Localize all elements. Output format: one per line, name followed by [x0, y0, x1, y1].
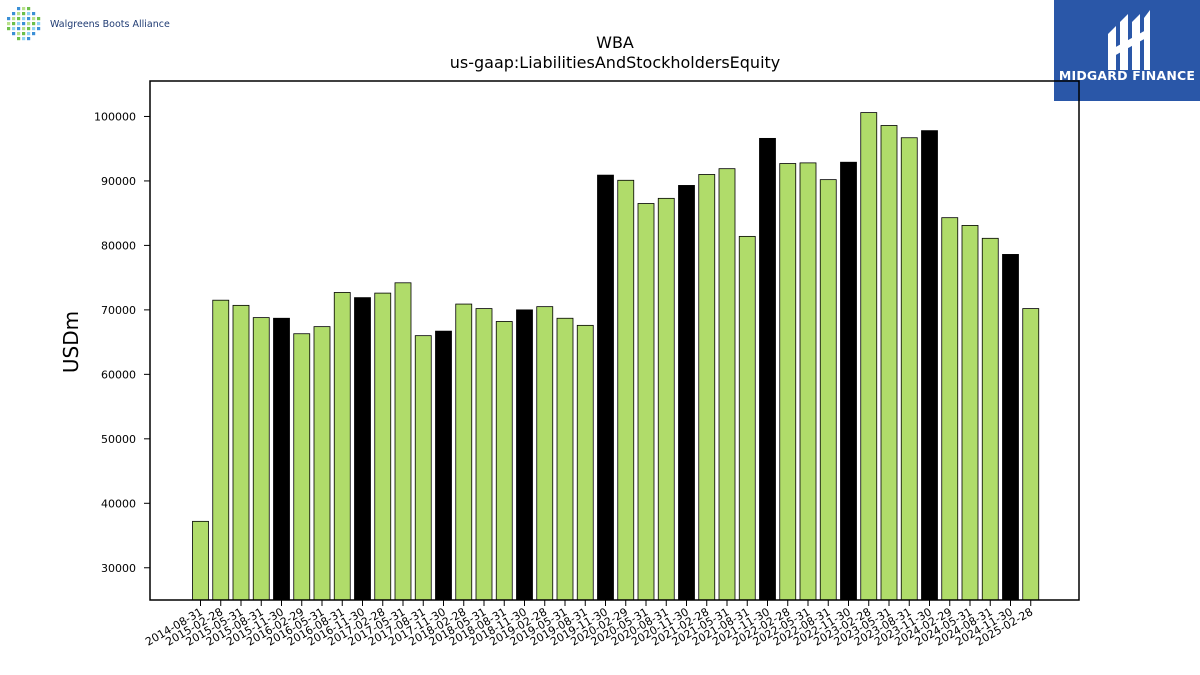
bar-2021-02-28 [698, 174, 716, 601]
bar-2023-02-28 [860, 112, 878, 601]
y-axis-ticks: 30000 40000 50000 60000 70000 80000 90000 10000… [94, 110, 150, 575]
bar-2017-11-30 [435, 330, 452, 601]
bars-group [192, 112, 1040, 601]
bar-2016-11-30 [354, 297, 371, 601]
bar-2023-05-31 [880, 125, 898, 601]
bar-2014-08-31 [192, 520, 209, 601]
bar-2020-05-31 [637, 203, 655, 601]
bar-2015-02-28 [212, 299, 230, 601]
brand-name: MIDGARD FINANCE [1058, 68, 1196, 83]
bar-2016-08-31 [333, 292, 351, 601]
bar-2018-02-28 [455, 303, 473, 601]
company-logo: Walgreens Boots Alliance [4, 4, 170, 44]
bar-2015-08-31 [252, 317, 270, 601]
bar-2024-02-29 [941, 217, 959, 601]
bar-2020-08-31 [657, 197, 675, 601]
y-tick-label: 60000 [101, 368, 136, 381]
brand-mark-icon [1108, 10, 1150, 70]
bar-2022-05-31 [799, 162, 817, 601]
company-name: Walgreens Boots Alliance [50, 18, 170, 30]
x-axis-ticks: 2014-08-312015-02-282015-05-312015-08-31… [143, 600, 1035, 649]
bar-2020-11-30 [678, 185, 695, 601]
bar-2018-05-31 [475, 308, 493, 601]
bar-2021-11-30 [759, 137, 776, 601]
bar-2018-08-31 [495, 321, 513, 601]
bar-2023-11-30 [921, 130, 938, 601]
bar-2024-05-31 [961, 225, 979, 601]
plot-frame [149, 80, 1080, 601]
y-tick-label: 80000 [101, 239, 136, 252]
bar-2022-11-30 [840, 161, 857, 601]
bar-2022-08-31 [819, 179, 837, 601]
bar-2018-11-30 [516, 309, 533, 601]
y-tick-label: 100000 [94, 110, 136, 123]
bar-2019-11-30 [597, 174, 614, 601]
y-tick-label: 40000 [101, 497, 136, 510]
bar-2020-02-29 [617, 179, 635, 601]
y-tick-label: 70000 [101, 304, 136, 317]
chart-subtitle: us-gaap:LiabilitiesAndStockholdersEquity [450, 53, 781, 72]
bar-2024-08-31 [981, 237, 999, 601]
bar-2017-02-28 [374, 292, 392, 601]
y-tick-label: 90000 [101, 175, 136, 188]
y-axis-label: USDm [59, 311, 83, 373]
bar-2021-08-31 [738, 235, 756, 601]
bar-2024-11-30 [1002, 254, 1019, 601]
chart-title: WBA [596, 33, 634, 52]
bar-2016-05-31 [313, 326, 331, 601]
bar-2019-02-28 [536, 306, 554, 601]
bar-2022-02-28 [779, 163, 797, 601]
y-tick-label: 30000 [101, 562, 136, 575]
bar-2025-02-28 [1022, 308, 1040, 601]
bar-2019-05-31 [556, 317, 574, 601]
bar-2023-08-31 [900, 137, 918, 601]
bar-2016-02-29 [293, 333, 311, 601]
bar-2021-05-31 [718, 168, 736, 601]
company-logo-icon [7, 7, 41, 41]
bar-2017-05-31 [394, 282, 412, 601]
bar-2015-11-30 [273, 317, 290, 601]
y-tick-label: 50000 [101, 433, 136, 446]
bar-2015-05-31 [232, 304, 250, 601]
bar-2017-08-31 [414, 335, 432, 601]
bar-2019-08-31 [576, 324, 594, 601]
